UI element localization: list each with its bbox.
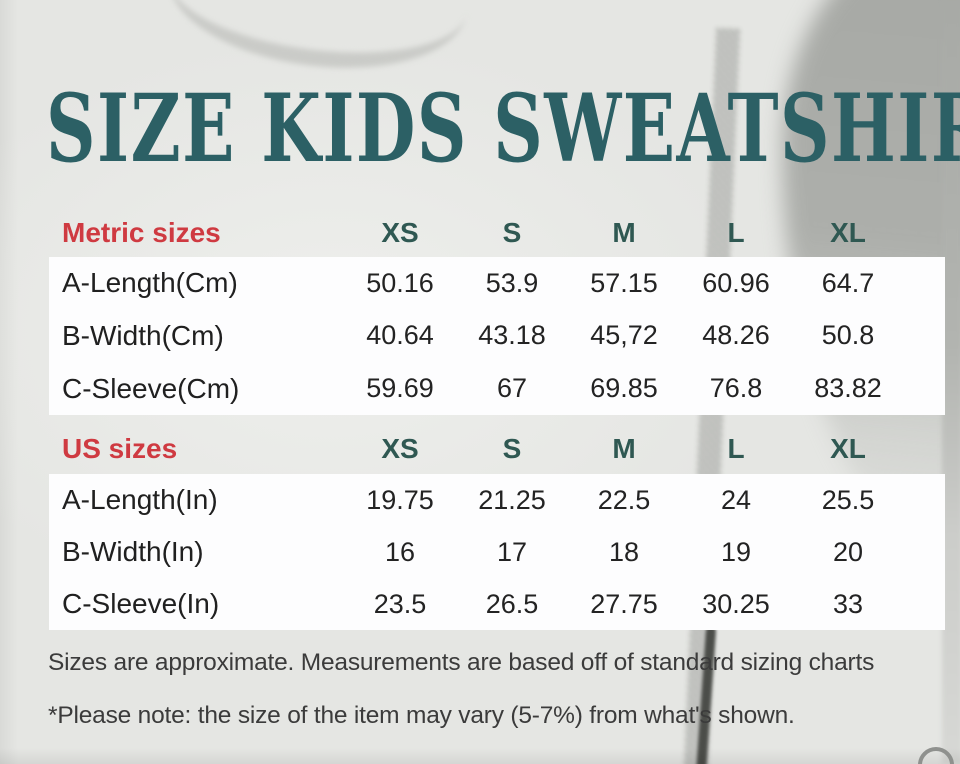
cell-value: 67 <box>496 373 528 404</box>
footer-note-1: Sizes are approximate. Measurements are … <box>48 649 875 676</box>
cell-value: 57.15 <box>590 267 658 298</box>
column-header-xl: XL <box>830 217 866 248</box>
cell-value: 30.25 <box>702 588 770 619</box>
cell-value: 69.85 <box>590 373 658 404</box>
page-title: SIZE KIDS SWEATSHIRT <box>46 74 960 184</box>
cell-value: 19.75 <box>366 484 434 515</box>
cell-value: 83.82 <box>814 373 882 404</box>
cell-value: 25.5 <box>821 484 875 515</box>
cell-value: 19 <box>720 536 752 567</box>
column-header-xs: XS <box>381 433 419 464</box>
cell-value: 17 <box>496 536 528 567</box>
metric-sizes-label: Metric sizes <box>62 217 221 248</box>
table-row: A-Length(In) 19.75 21.25 22.5 24 25.5 <box>49 474 945 526</box>
table-row: B-Width(In) 16 17 18 19 20 <box>49 526 945 578</box>
cell-value: 50.8 <box>821 320 875 351</box>
row-label: B-Width(In) <box>62 536 204 567</box>
column-header-s: S <box>502 433 522 464</box>
column-header-s: S <box>502 217 522 248</box>
cell-value: 27.75 <box>590 588 658 619</box>
cell-value: 53.9 <box>485 267 539 298</box>
us-header-row: US sizes XS S M L XL <box>49 425 945 473</box>
row-label: B-Width(Cm) <box>62 319 224 351</box>
cell-value: 60.96 <box>702 267 770 298</box>
column-header-xs: XS <box>381 217 419 248</box>
row-label: C-Sleeve(Cm) <box>62 372 240 404</box>
photo-bottom-shade <box>0 748 960 764</box>
table-row: C-Sleeve(Cm) 59.69 67 69.85 76.8 83.82 <box>49 362 945 415</box>
table-row: B-Width(Cm) 40.64 43.18 45,72 48.26 50.8 <box>49 310 945 363</box>
cell-value: 64.7 <box>821 267 875 298</box>
column-header-m: M <box>612 433 636 464</box>
cell-value: 24 <box>720 484 752 515</box>
table-row: A-Length(Cm) 50.16 53.9 57.15 60.96 64.7 <box>49 257 945 310</box>
us-sizes-label: US sizes <box>62 433 178 464</box>
footer-note-2: *Please note: the size of the item may v… <box>48 702 795 729</box>
sweatshirt-collar <box>160 0 476 84</box>
cell-value: 16 <box>384 536 416 567</box>
us-table-band: A-Length(In) 19.75 21.25 22.5 24 25.5 B-… <box>49 474 945 630</box>
cell-value: 40.64 <box>366 320 434 351</box>
column-header-xl: XL <box>830 433 866 464</box>
cell-value: 76.8 <box>709 373 763 404</box>
cell-value: 18 <box>608 536 640 567</box>
cell-value: 33 <box>832 588 864 619</box>
column-header-l: L <box>727 433 745 464</box>
row-label: C-Sleeve(In) <box>62 588 220 619</box>
cell-value: 26.5 <box>485 588 539 619</box>
metric-header-row: Metric sizes XS S M L XL <box>49 209 945 257</box>
column-header-m: M <box>612 217 636 248</box>
row-label: A-Length(Cm) <box>62 267 238 299</box>
metric-table-band: A-Length(Cm) 50.16 53.9 57.15 60.96 64.7… <box>49 257 945 415</box>
cell-value: 23.5 <box>373 588 427 619</box>
cell-value: 45,72 <box>590 320 658 351</box>
cell-value: 43.18 <box>478 320 546 351</box>
cell-value: 22.5 <box>597 484 651 515</box>
row-label: A-Length(In) <box>62 484 218 515</box>
column-header-l: L <box>727 217 745 248</box>
cell-value: 59.69 <box>366 373 434 404</box>
cell-value: 20 <box>832 536 864 567</box>
cell-value: 48.26 <box>702 320 770 351</box>
cell-value: 50.16 <box>366 267 434 298</box>
watermark-logo <box>918 747 954 764</box>
cell-value: 21.25 <box>478 484 546 515</box>
table-row: C-Sleeve(In) 23.5 26.5 27.75 30.25 33 <box>49 578 945 630</box>
